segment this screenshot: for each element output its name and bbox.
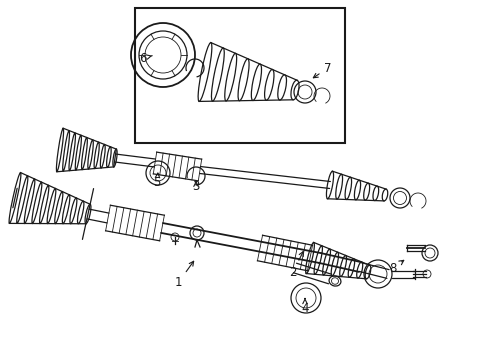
Text: 5: 5 bbox=[153, 173, 161, 189]
Text: 4: 4 bbox=[301, 298, 309, 315]
Text: 3: 3 bbox=[192, 180, 200, 193]
Bar bbox=[135, 8, 345, 143]
Text: 2: 2 bbox=[289, 252, 303, 279]
Text: 1: 1 bbox=[174, 261, 194, 289]
Text: 7: 7 bbox=[313, 62, 332, 78]
Text: 6: 6 bbox=[139, 51, 152, 64]
Text: 8: 8 bbox=[390, 260, 404, 274]
